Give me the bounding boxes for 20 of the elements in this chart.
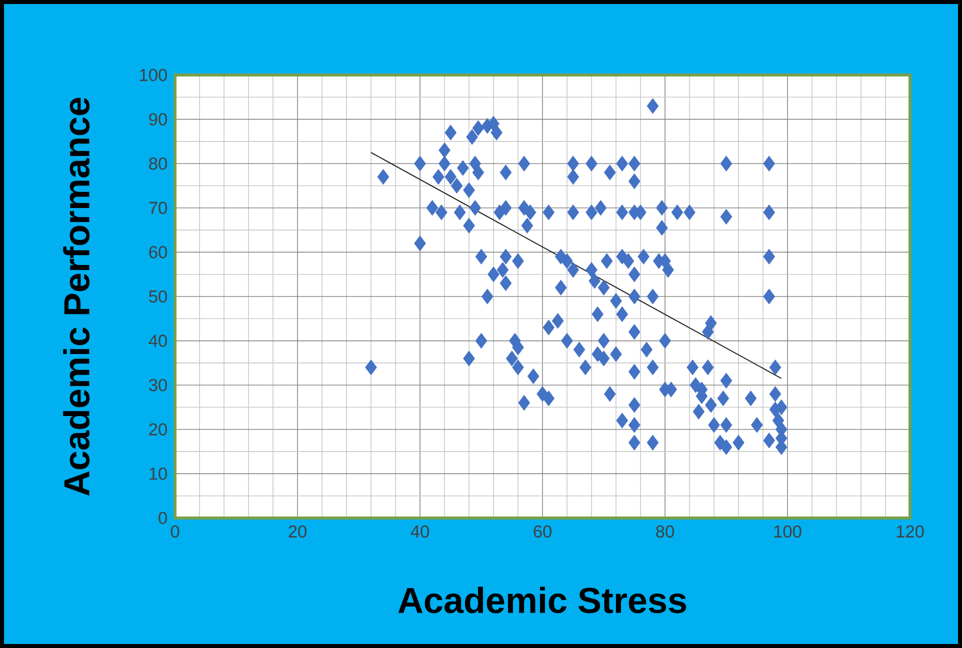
y-tick-label: 60 (149, 246, 167, 258)
y-tick-label: 90 (149, 113, 167, 126)
x-tick-label: 120 (896, 525, 924, 538)
x-tick-label: 20 (288, 525, 306, 538)
y-tick-label: 70 (149, 202, 167, 214)
y-tick-label: 80 (149, 157, 167, 170)
x-tick-label: 40 (410, 525, 429, 538)
y-tick-label: 20 (149, 423, 167, 436)
y-tick-label: 30 (149, 378, 167, 392)
x-tick-label: 100 (774, 525, 802, 538)
x-axis-title: Academic Stress (398, 586, 686, 614)
x-tick-label: 80 (656, 525, 674, 538)
y-tick-label: 10 (150, 468, 167, 480)
x-tick-label: 0 (170, 525, 180, 538)
y-axis-title: Academic Performance (63, 98, 90, 496)
y-tick-label: 0 (158, 512, 167, 524)
y-tick-label: 50 (149, 290, 167, 303)
y-tick-label: 40 (148, 334, 167, 347)
x-tick-label: 60 (534, 525, 552, 538)
y-tick-label: 100 (140, 68, 167, 82)
